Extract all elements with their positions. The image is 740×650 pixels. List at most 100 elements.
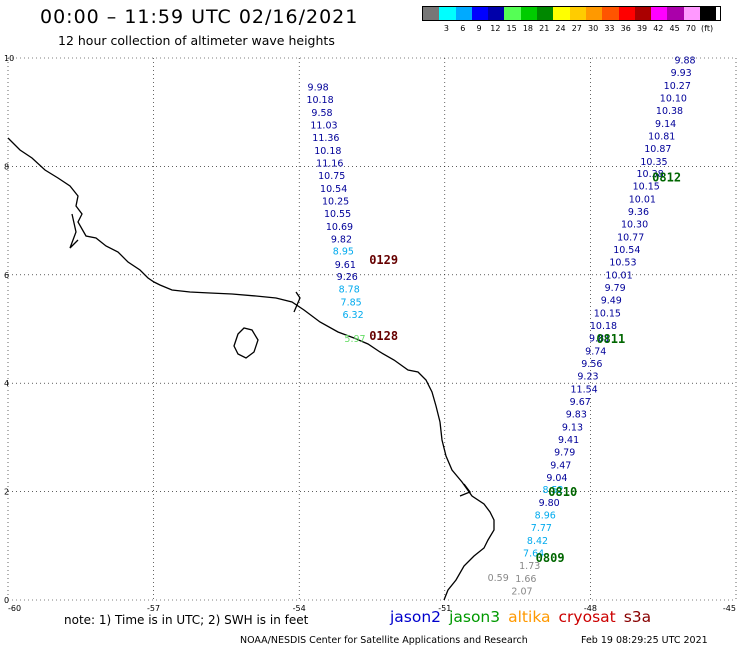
chart-subtitle: 12 hour collection of altimeter wave hei… [58,33,335,48]
x-tick-label: -48 [584,604,597,613]
colorbar-tick-label: 30 [588,24,599,33]
colorbar-tick-label: 21 [539,24,550,33]
wave-height-value: 9.04 [546,473,567,484]
x-tick-label: -60 [8,604,21,613]
x-tick-label: -45 [723,604,736,613]
wave-height-value: 9.80 [539,498,560,509]
coastline-inlet-1 [69,213,79,249]
wave-height-value: 9.81 [589,333,610,344]
wave-height-value: 10.81 [648,131,675,142]
wave-height-value: 5.97 [344,334,365,345]
colorbar-swatch [651,7,668,20]
colorbar-swatches [422,6,722,21]
wave-height-value: 9.23 [577,371,598,382]
x-axis-ticks: -60 -57 -54 -51 -48 -45 [8,604,736,613]
colorbar-tick-label: 42 [653,24,664,33]
wave-height-value: 10.18 [314,146,341,157]
y-tick-label: 2 [4,488,9,497]
wave-height-value: 10.15 [633,182,660,193]
wave-height-value: 10.54 [613,245,640,256]
wave-height-value: 9.61 [335,260,356,271]
colorbar-tick-label: 33 [604,24,615,33]
colorbar-tick-label: 6 [460,24,466,33]
wave-height-value: 9.83 [566,409,587,420]
coastline-inlet-3 [459,483,472,497]
wave-height-colorbar: 3 6 9 12 15 18 21 24 27 30 33 36 39 42 45 70 (ft) [422,6,722,33]
wave-height-value: 9.93 [671,68,692,79]
coastline-island [233,327,259,359]
colorbar-tick-label: 70 [685,24,696,33]
wave-height-value: 11.36 [312,133,339,144]
wave-height-value: 10.15 [594,309,621,320]
wave-height-value: 11.03 [310,120,337,131]
wave-height-value: 9.67 [570,397,591,408]
wave-height-value: 10.75 [318,171,345,182]
coastline-main [7,137,495,601]
wave-height-value: 10.18 [590,321,617,332]
pass-time-label: 0812 [652,171,681,185]
wave-height-value: 10.87 [644,144,671,155]
wave-height-value: 10.55 [324,209,351,220]
wave-height-value: 10.25 [322,196,349,207]
pass-time-label: 0128 [369,329,398,343]
colorbar-swatch [553,7,570,20]
wave-height-value: 10.54 [320,184,347,195]
x-tick-label: -51 [438,604,451,613]
satellite-legend-item: jason3 [449,608,501,626]
wave-height-value: 7.64 [523,549,544,560]
pass-time-label: 0810 [548,485,577,499]
y-tick-label: 10 [4,54,14,63]
colorbar-swatch [569,7,586,20]
wave-height-value: 9.47 [550,460,571,471]
wave-height-value: 10.38 [656,106,683,117]
wave-height-value: 9.88 [674,55,695,66]
wave-height-value: 9.14 [655,119,676,130]
colorbar-swatch [455,7,472,20]
wave-height-value: 10.01 [629,195,656,206]
wave-height-value: 1.73 [519,561,540,572]
satellite-legend-item: altika [508,608,551,626]
colorbar-swatch [423,7,440,20]
credit-line: NOAA/NESDIS Center for Satellite Applica… [240,635,528,646]
wave-height-value: 9.79 [554,447,575,458]
x-tick-label: -54 [293,604,306,613]
wave-height-value: 6.32 [342,310,363,321]
wave-height-value: 9.41 [558,435,579,446]
wave-height-value: 10.10 [660,93,687,104]
colorbar-swatch [504,7,521,20]
pass-time-labels: 0129 0128 0812 0811 0810 0809 [369,171,681,565]
colorbar-swatch [700,7,717,20]
wave-height-value: 9.74 [585,346,606,357]
colorbar-swatch [634,7,652,20]
colorbar-tick-label: 36 [620,24,631,33]
colorbar-unit: (ft) [701,24,714,33]
wave-height-value: 8.42 [527,536,548,547]
colorbar-tick-label: 27 [571,24,582,33]
colorbar-swatch [520,7,538,20]
grid-lines [7,57,737,601]
wave-height-value: 7.85 [341,298,362,309]
chart-title: 00:00 – 11:59 UTC 02/16/2021 [40,6,359,28]
colorbar-tick-label: 39 [636,24,648,33]
wave-height-value: 2.07 [511,587,532,598]
wave-height-value: 11.16 [316,158,343,169]
wave-height-value: 10.35 [640,157,667,168]
colorbar-tick-label: 15 [506,24,517,33]
colorbar-swatch [683,7,701,20]
wave-height-value: 7.77 [531,523,552,534]
wave-height-value: 9.49 [601,296,622,307]
wave-height-value: 10.69 [326,222,353,233]
colorbar-swatch [585,7,603,20]
wave-height-value: 9.79 [605,283,626,294]
satellite-legend: jason2 jason3 altika cryosat s3a [390,608,659,626]
colorbar-tick-label: 9 [476,24,482,33]
wave-height-value: 10.01 [605,271,632,282]
colorbar-tick-label: 12 [490,24,501,33]
colorbar-swatch [602,7,619,20]
wave-height-value: 9.26 [337,272,358,283]
generation-timestamp: Feb 19 08:29:25 UTC 2021 [581,635,708,646]
colorbar-swatch [488,7,505,20]
colorbar-tick-label: 45 [669,24,680,33]
wave-height-value: 9.36 [628,207,649,218]
